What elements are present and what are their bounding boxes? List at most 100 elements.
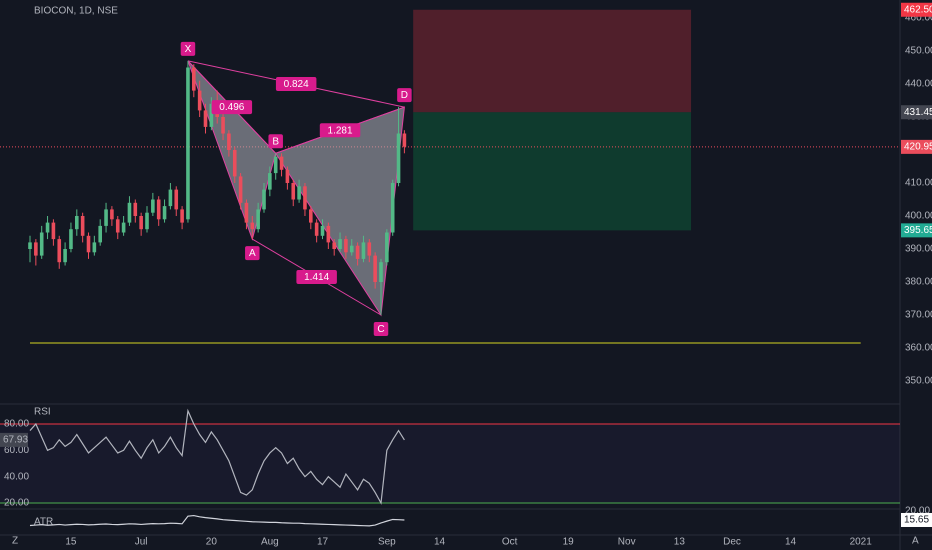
candle-body <box>28 242 32 249</box>
x-tick-label: Jul <box>135 537 148 548</box>
candle-body <box>279 156 284 170</box>
candle-body <box>80 216 85 236</box>
y-tick-label: 450.00 <box>905 46 932 57</box>
rsi-label: RSI <box>34 407 51 418</box>
candle-body <box>314 222 319 236</box>
price-tag <box>901 139 932 154</box>
point-label-bg <box>268 134 283 149</box>
candle-body <box>139 216 143 230</box>
candle-body <box>344 239 348 253</box>
y-tick-label: 410.00 <box>905 178 932 189</box>
candle-body <box>121 222 126 233</box>
candle-body <box>285 169 290 183</box>
stop-zone <box>413 9 692 113</box>
candle-body <box>115 219 120 233</box>
candle-body <box>297 186 301 200</box>
rsi-band <box>0 424 900 503</box>
x-tick-label: 15 <box>65 537 77 548</box>
candle-body <box>75 216 79 230</box>
target-zone <box>413 112 692 231</box>
candle-body <box>203 110 208 127</box>
point-label-bg <box>373 322 389 336</box>
candle-body <box>238 176 243 203</box>
ratio-label: 1.281 <box>328 125 353 136</box>
candle-body <box>104 209 108 226</box>
y-tick-label: 370.00 <box>905 310 932 321</box>
ratio-label-bg <box>319 123 361 138</box>
atr-tick-label: 20.00 <box>905 506 930 517</box>
price-tag-label: 395.65 <box>904 225 932 236</box>
x-tick-label: Sep <box>378 537 396 548</box>
rsi-line <box>29 408 405 505</box>
atr-line <box>29 514 405 527</box>
candle-body <box>39 232 44 256</box>
y-tick-label: 400.00 <box>905 211 932 222</box>
rsi-tick-label: 40.00 <box>4 471 29 482</box>
point-label: X <box>185 44 192 55</box>
x-tick-label: Nov <box>618 537 636 548</box>
x-tick-label: 19 <box>563 537 575 548</box>
candle-body <box>303 186 307 210</box>
candle-body <box>291 183 296 200</box>
candle-body <box>63 249 67 263</box>
x-tick-label: Dec <box>723 537 741 548</box>
candle-body <box>69 229 73 249</box>
candle-body <box>250 222 255 230</box>
rsi-tag-label: 67.93 <box>3 435 28 446</box>
candle-body <box>320 225 325 236</box>
ratio-label: 0.824 <box>284 79 309 90</box>
candle-body <box>244 202 249 223</box>
candle-body <box>133 202 138 216</box>
candle-body <box>373 255 377 282</box>
point-label: D <box>401 90 408 101</box>
x-tick-label: Oct <box>502 537 518 548</box>
rsi-tick-label: 80.00 <box>4 419 29 430</box>
candle-body <box>332 242 336 249</box>
y-tick-label: 460.00 <box>905 13 932 24</box>
x-tick-label: 2021 <box>850 537 873 548</box>
point-label-bg <box>180 41 196 56</box>
candle-body <box>326 225 331 243</box>
price-tag-label: 431.45 <box>904 107 932 118</box>
candle-body <box>309 209 313 223</box>
corner-label: A <box>912 536 919 547</box>
candle-body <box>232 150 237 177</box>
candle-body <box>45 222 50 233</box>
rsi-tick-label: 60.00 <box>4 445 29 456</box>
candle-body <box>396 133 401 183</box>
atr-tag-label: 15.65 <box>904 515 929 526</box>
candle-body <box>86 235 91 253</box>
price-tag-label: 462.50 <box>904 4 932 15</box>
candle-body <box>110 209 114 220</box>
candle-body <box>145 212 149 230</box>
ratio-label: 1.414 <box>304 272 329 283</box>
atr-label: ATR <box>34 517 53 528</box>
price-tag <box>901 2 932 17</box>
price-tag-label: 420.95 <box>904 142 932 153</box>
candle-body <box>98 225 102 243</box>
candle-body <box>361 242 366 259</box>
candle-body <box>209 103 214 127</box>
candle-body <box>227 133 231 150</box>
candle-body <box>402 133 407 147</box>
x-tick-label: 14 <box>434 537 446 548</box>
candle-body <box>273 156 278 174</box>
atr-tag <box>901 512 932 527</box>
candle-body <box>34 242 38 256</box>
point-label-bg <box>397 88 412 103</box>
y-tick-label: 380.00 <box>905 277 932 288</box>
ratio-label-bg <box>296 270 337 285</box>
candle-body <box>51 222 56 240</box>
point-label: B <box>272 136 279 147</box>
candle-body <box>256 209 260 230</box>
rsi-tick-label: 20.00 <box>4 498 29 509</box>
rsi-tag <box>0 432 28 447</box>
x-tick-label: 20 <box>206 537 218 548</box>
x-tick-label: 13 <box>674 537 686 548</box>
x-tick-label: 14 <box>785 537 797 548</box>
ratio-label: 0.496 <box>219 102 244 113</box>
candle-body <box>162 206 167 220</box>
candle-body <box>174 189 179 210</box>
candle-body <box>192 67 196 91</box>
